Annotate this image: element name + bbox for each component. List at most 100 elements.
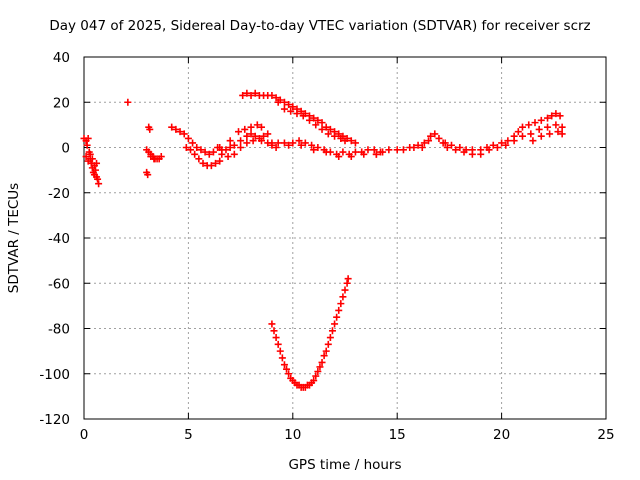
data-point	[312, 121, 320, 129]
series-segment-4-6h	[168, 123, 226, 170]
y-tick-label: 0	[61, 141, 70, 157]
data-point	[180, 130, 188, 138]
y-tick-label: -20	[48, 186, 70, 202]
data-point	[322, 148, 330, 156]
data-point	[510, 137, 518, 145]
data-point	[280, 105, 288, 113]
data-point	[280, 139, 288, 147]
data-point	[253, 121, 261, 129]
data-point	[544, 123, 552, 131]
data-point	[235, 128, 243, 136]
data-point	[431, 130, 439, 138]
data-point	[83, 141, 91, 149]
data-point	[443, 144, 451, 151]
y-tick-label: 40	[53, 50, 70, 66]
data-point	[301, 139, 309, 147]
data-point	[456, 144, 464, 151]
data-point	[531, 119, 539, 127]
data-point	[84, 157, 92, 165]
data-point	[212, 159, 220, 167]
data-point	[218, 150, 226, 158]
data-point	[318, 125, 326, 133]
data-point	[249, 137, 257, 145]
data-point	[272, 94, 280, 102]
data-point	[272, 334, 280, 342]
data-point	[247, 123, 255, 131]
data-point	[351, 148, 359, 156]
data-point	[157, 153, 165, 161]
series-start-cluster	[80, 134, 103, 188]
data-point	[452, 146, 460, 154]
data-point	[518, 132, 526, 140]
data-point	[308, 141, 316, 149]
data-point	[347, 153, 355, 161]
chart-title: Day 047 of 2025, Sidereal Day-to-day VTE…	[49, 18, 591, 34]
data-point	[84, 134, 92, 142]
data-point	[199, 159, 207, 167]
data-point	[280, 361, 288, 369]
y-tick-label: -80	[48, 322, 70, 338]
series-arc-3h	[143, 123, 165, 179]
x-tick-label: 15	[389, 427, 406, 443]
series-deep-dip	[268, 275, 352, 391]
data-point	[274, 139, 282, 147]
data-point	[477, 150, 485, 158]
data-point	[216, 144, 224, 151]
data-point	[337, 134, 345, 142]
data-point	[168, 123, 176, 131]
data-point	[447, 141, 455, 149]
data-point	[186, 146, 194, 154]
data-point	[310, 377, 318, 385]
data-point	[343, 279, 351, 287]
data-point	[335, 306, 343, 314]
data-point	[527, 130, 535, 138]
data-point	[226, 144, 234, 151]
data-point	[268, 141, 276, 149]
data-point	[243, 139, 251, 147]
data-point	[207, 162, 215, 170]
series-segment-6-9h	[216, 121, 276, 161]
data-point	[558, 130, 566, 138]
data-point	[150, 155, 158, 163]
data-point	[493, 144, 501, 151]
data-point	[337, 300, 345, 308]
data-point	[326, 125, 334, 133]
data-point	[552, 110, 560, 118]
data-point	[514, 128, 522, 136]
data-point	[237, 144, 245, 151]
grid-layer	[84, 57, 606, 419]
data-point	[191, 150, 199, 158]
y-tick-label: -120	[39, 412, 70, 428]
x-tick-label: 0	[80, 427, 89, 443]
data-point	[280, 98, 288, 106]
data-point	[414, 141, 422, 149]
x-tick-label: 25	[597, 427, 614, 443]
data-point	[341, 137, 349, 145]
data-point	[222, 146, 230, 154]
data-point	[360, 150, 368, 158]
data-point	[498, 139, 506, 147]
x-tick-label: 20	[493, 427, 510, 443]
data-point	[351, 139, 359, 147]
data-point	[489, 141, 497, 149]
data-point	[287, 107, 295, 115]
data-point	[418, 144, 426, 151]
x-tick-label: 10	[284, 427, 301, 443]
data-point	[283, 365, 291, 373]
data-point	[333, 313, 341, 321]
data-point	[322, 123, 330, 131]
data-point	[285, 141, 293, 149]
data-point	[460, 148, 468, 156]
data-point	[316, 363, 324, 371]
data-point	[339, 293, 347, 301]
data-point	[344, 275, 352, 283]
data-point	[393, 146, 401, 154]
data-point	[86, 150, 94, 158]
series-isolated-2h	[124, 98, 132, 106]
data-point	[364, 146, 372, 154]
data-point	[420, 139, 428, 147]
data-point	[324, 340, 332, 348]
data-point	[306, 116, 314, 124]
data-point	[285, 101, 293, 109]
data-point	[468, 150, 476, 158]
